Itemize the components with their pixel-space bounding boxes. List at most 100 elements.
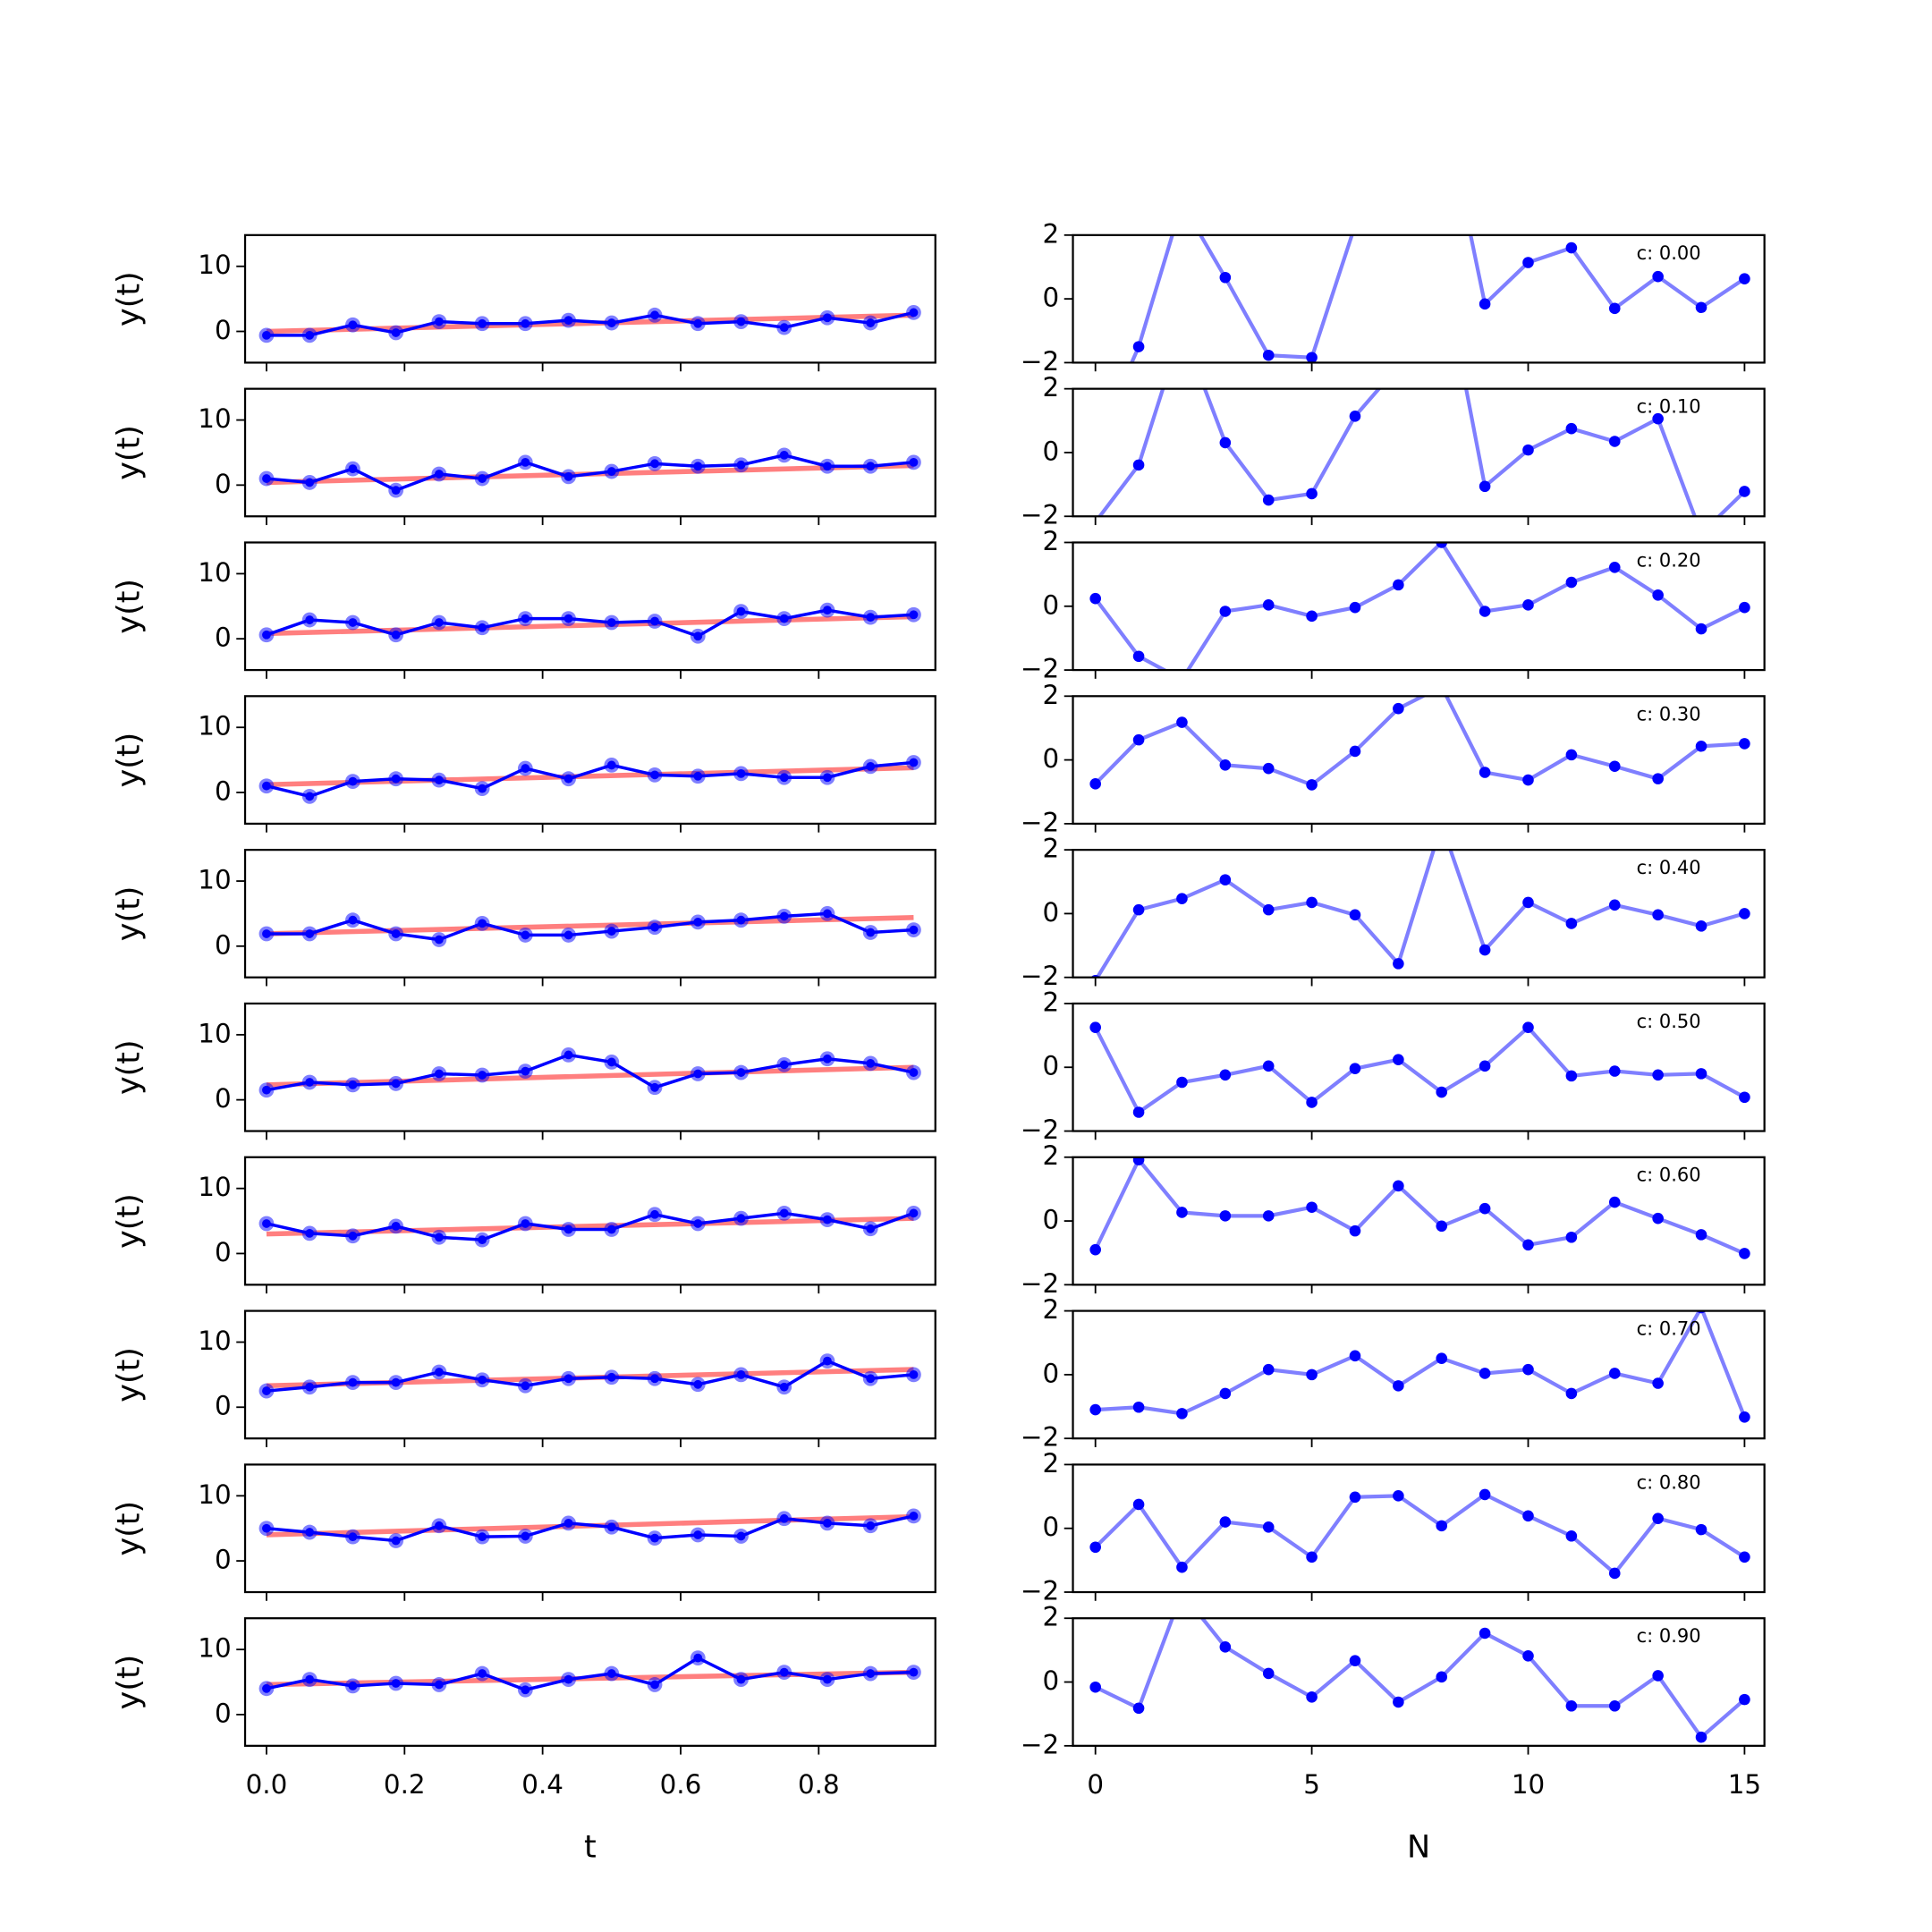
point xyxy=(693,1653,703,1663)
axes-frame xyxy=(243,695,936,826)
series-line xyxy=(266,1053,914,1092)
point xyxy=(606,1669,616,1678)
plot-area xyxy=(1089,1488,1750,1580)
point xyxy=(1565,242,1578,254)
point xyxy=(866,1058,876,1068)
point xyxy=(779,1382,789,1392)
y-tick-label: −2 xyxy=(1021,1422,1059,1453)
point xyxy=(1349,1063,1361,1074)
point xyxy=(564,471,573,481)
point xyxy=(1349,1491,1361,1504)
y-tick-label: 0 xyxy=(1042,283,1059,313)
point xyxy=(779,1667,789,1677)
y-tick-label: 0 xyxy=(215,1237,232,1267)
series-line xyxy=(266,1656,914,1692)
point xyxy=(262,630,271,640)
point xyxy=(1132,1401,1145,1413)
point xyxy=(1132,341,1145,352)
y-tick-label: 0 xyxy=(1042,897,1059,928)
point xyxy=(1306,896,1318,909)
y-tick-label: −2 xyxy=(1021,654,1059,684)
y-tick-label: 0 xyxy=(215,1698,232,1728)
point xyxy=(1219,1641,1232,1653)
plot-area xyxy=(1089,542,1750,671)
point xyxy=(1522,1021,1534,1033)
point xyxy=(1479,767,1491,778)
plot-area xyxy=(258,305,921,343)
x-tick-label: 15 xyxy=(1728,1769,1761,1800)
point xyxy=(521,1531,530,1541)
x-tick-label: 0.4 xyxy=(521,1769,564,1800)
y-axis-label: y(t) xyxy=(111,1347,147,1402)
point xyxy=(1522,257,1534,268)
y-tick-label: 10 xyxy=(198,1479,231,1510)
series-line xyxy=(1095,850,1745,978)
y-axis-label: y(t) xyxy=(111,886,147,942)
point xyxy=(1393,958,1404,970)
point xyxy=(1306,1097,1318,1108)
point xyxy=(779,1208,789,1218)
axes-frame xyxy=(243,1617,936,1747)
point xyxy=(779,450,789,460)
plot-area xyxy=(258,1047,921,1098)
point xyxy=(1522,444,1534,456)
y-tick-label: 2 xyxy=(1042,1294,1059,1325)
point xyxy=(823,1054,832,1063)
point xyxy=(262,1085,271,1095)
point xyxy=(866,318,876,327)
point xyxy=(1608,899,1621,911)
x-tick-label: 0 xyxy=(1087,1769,1104,1800)
point xyxy=(1565,918,1578,929)
point xyxy=(348,1231,358,1241)
point xyxy=(1349,1655,1361,1666)
y-tick-label: −2 xyxy=(1021,1114,1059,1145)
point xyxy=(348,776,358,786)
point xyxy=(1479,1060,1491,1072)
point xyxy=(1652,1670,1664,1682)
point xyxy=(348,1532,358,1542)
point xyxy=(1393,1490,1404,1502)
x-tick-label: 0.6 xyxy=(660,1769,702,1800)
point xyxy=(736,1068,746,1077)
point xyxy=(305,330,315,340)
point xyxy=(1089,1541,1101,1554)
y-tick-label: 0 xyxy=(1042,1512,1059,1542)
point xyxy=(1479,1368,1491,1379)
point xyxy=(478,623,487,632)
axes-frame xyxy=(243,233,936,364)
point xyxy=(1262,903,1275,916)
point xyxy=(866,928,876,937)
point xyxy=(521,457,530,467)
subplot: 0 10 y(t) xyxy=(111,1002,936,1140)
point xyxy=(1393,1696,1404,1708)
annotation: c: 0.40 xyxy=(1637,857,1701,878)
point xyxy=(909,1369,919,1379)
point xyxy=(1608,436,1621,447)
y-tick-label: 2 xyxy=(1042,218,1059,249)
y-tick-label: 2 xyxy=(1042,1602,1059,1632)
point xyxy=(1262,1667,1275,1680)
point xyxy=(1219,874,1232,886)
point xyxy=(434,1233,444,1242)
point xyxy=(606,467,616,476)
point xyxy=(391,486,401,496)
point xyxy=(1695,1731,1707,1743)
point xyxy=(1739,1693,1750,1706)
point xyxy=(1219,759,1232,771)
point xyxy=(1306,1201,1318,1214)
point xyxy=(1176,1561,1188,1573)
point xyxy=(434,317,444,326)
subplot: 0 10 y(t) xyxy=(111,541,936,679)
y-axis-label: y(t) xyxy=(111,733,147,788)
point xyxy=(1306,487,1318,500)
plot-area xyxy=(1089,1157,1750,1259)
point xyxy=(1306,1551,1318,1563)
point xyxy=(650,770,659,780)
point xyxy=(521,764,530,773)
subplot: −2 0 2 c: 0.80 xyxy=(1021,1448,1766,1606)
point xyxy=(564,1374,573,1384)
series-line xyxy=(266,1514,914,1543)
point xyxy=(1262,1060,1275,1072)
point xyxy=(1176,893,1188,904)
